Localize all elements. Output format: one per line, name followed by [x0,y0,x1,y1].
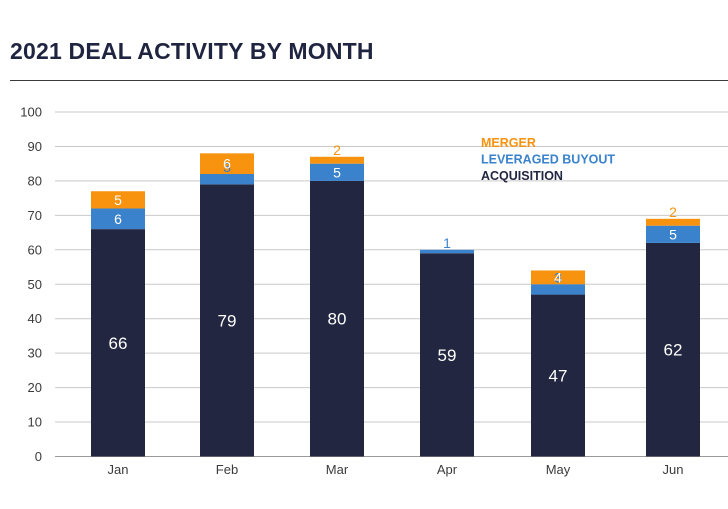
y-tick-label: 40 [28,311,42,326]
legend-entry: MERGER [481,136,536,150]
data-label: 6 [114,211,122,227]
bar-segment-leveraged-buyout [531,284,585,295]
x-tick-label: Jun [663,462,684,477]
data-label: 1 [443,235,451,251]
data-label: 5 [669,226,677,242]
bar-segment-acquisition [200,184,254,457]
legend: MERGER LEVERAGED BUYOUT ACQUISITION [481,136,615,183]
y-tick-label: 80 [28,173,42,188]
y-axis-ticks: 0 10 20 30 40 50 60 70 80 90 100 [20,105,42,465]
bar-segment-leveraged-buyout [310,163,364,181]
bar-segment-leveraged-buyout [646,225,700,243]
x-axis-ticks: Jan Feb Mar Apr May Jun [108,462,684,477]
data-label: 5 [333,164,341,180]
data-label: 6 [223,156,231,172]
bar-segment-acquisition [310,180,364,457]
y-tick-label: 10 [28,415,42,430]
bar-segment-merger [531,270,585,285]
bar-segment-acquisition [531,294,585,457]
bar-segment-merger [91,191,145,209]
data-label: 3 [223,159,231,175]
x-tick-label: Feb [216,462,238,477]
y-tick-label: 60 [28,242,42,257]
chart-title: 2021 DEAL ACTIVITY BY MONTH [10,38,374,64]
y-tick-label: 50 [28,277,42,292]
data-label: 62 [664,341,683,360]
data-label: 47 [549,367,568,386]
y-tick-label: 30 [28,346,42,361]
bar-segment-acquisition [91,229,145,457]
data-label: 3 [554,269,562,285]
bar-segment-leveraged-buyout [420,249,474,254]
data-label: 2 [669,204,677,220]
data-label: 79 [218,311,237,330]
x-tick-label: Jan [108,462,129,477]
title-divider [10,80,728,81]
data-label: 5 [114,192,122,208]
data-label: 59 [438,346,457,365]
bar-segment-merger [200,153,254,175]
bar-segment-merger [310,156,364,164]
data-label: 2 [333,142,341,158]
bar-segment-leveraged-buyout [200,174,254,185]
bar-segment-merger [646,218,700,226]
y-tick-label: 70 [28,208,42,223]
gridlines [55,111,728,457]
x-tick-label: Apr [437,462,458,477]
bar-segment-acquisition [420,253,474,457]
data-label: 66 [109,334,128,353]
x-tick-label: Mar [326,462,349,477]
legend-entry: LEVERAGED BUYOUT [481,153,615,167]
data-label: 4 [554,269,562,285]
bars [91,153,700,457]
y-tick-label: 0 [35,449,42,464]
y-tick-label: 90 [28,139,42,154]
legend-entry: ACQUISITION [481,169,563,183]
bar-segment-leveraged-buyout [91,208,145,230]
data-label: 80 [328,310,347,329]
y-tick-label: 100 [20,105,42,120]
y-tick-label: 20 [28,380,42,395]
x-tick-label: May [546,462,571,477]
bar-segment-acquisition [646,242,700,457]
